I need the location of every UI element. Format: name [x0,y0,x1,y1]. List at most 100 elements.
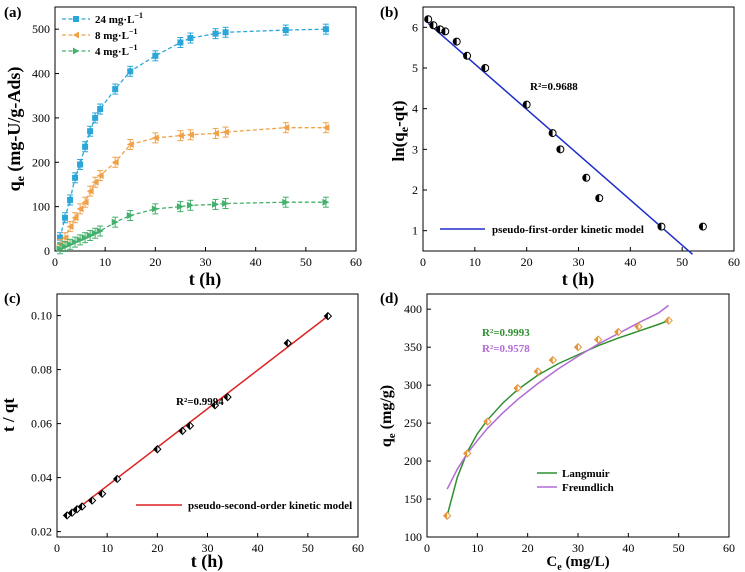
x-tick-label: 50 [302,541,314,555]
data-point-fill [98,490,103,498]
panel-c-x-ticks: 0 10 20 30 40 50 60 [54,533,364,555]
data-point-fill [549,129,553,137]
data-point [222,29,229,36]
fit-curve-0 [446,319,669,516]
triangle-right-marker-icon [73,47,79,55]
panel-a-label: (a) [4,5,22,21]
panel-d-legend-text-freundlich: Freundlich [562,482,614,494]
data-point-fill [523,101,527,109]
panel-a-legend-item-4: 4 mg·L−1 [62,43,137,58]
panel-c-fit-line [66,315,329,518]
data-point [126,212,134,220]
data-point [151,205,159,213]
panel-a-legend-text-24: 24 mg·L−1 [95,11,143,26]
x-tick-label: 50 [676,255,688,269]
data-point-fill [556,145,561,153]
data-point [176,132,184,140]
panel-d: (d) 0 10 20 30 40 50 60 100150200250300350400 … [378,291,735,572]
data-point [91,229,99,237]
x-tick-label: 0 [54,541,60,555]
data-point-fill [324,312,328,320]
data-point-fill [657,223,662,231]
data-point [176,203,184,211]
panel-d-y-label: qe (mg/g) [378,385,398,447]
panel-b-legend-text: pseudo-first-order kinetic model [492,224,644,236]
y-tick-label: 500 [32,22,50,36]
data-point-fill [463,449,468,457]
data-point [66,223,74,231]
panel-d-legend: Langmuir Freundlich [537,468,614,494]
y-tick-label: 200 [32,155,50,169]
y-tick-label: 300 [32,111,50,125]
panel-b-fit-line [427,22,694,255]
panel-a-y-label: qe (mg-U/g-Ads) [4,67,27,192]
data-point-fill [153,445,158,453]
x-tick-label: 0 [52,255,58,269]
data-point [82,143,89,150]
data-point-fill [436,25,441,33]
series-line-2 [59,201,326,250]
data-point-fill [224,393,228,401]
panel-a-frame [54,6,357,252]
y-tick-label: 0.04 [31,471,52,485]
data-point [96,227,104,235]
data-point [71,214,79,222]
data-point-fill [595,194,600,202]
data-point-fill [614,328,619,336]
x-tick-label: 30 [573,255,585,269]
panel-d-legend-text-langmuir: Langmuir [562,468,610,480]
data-point [92,114,99,121]
square-marker-icon [73,16,79,22]
panel-d-label: (d) [380,291,398,307]
data-point-fill [453,38,457,46]
data-point-fill [88,497,93,505]
panel-c-y-label: t / qt [0,398,18,432]
panel-d-r2-freundlich: R²=0.9578 [482,343,530,355]
x-tick-label: 30 [202,541,214,555]
y-tick-label: 250 [404,416,422,430]
panel-a-legend-text-8: 8 mg·L−1 [95,27,137,42]
data-point [186,131,194,139]
panel-b-frame [422,6,735,252]
fit-curve-1 [446,304,670,490]
y-tick-label: 5 [412,61,418,75]
data-point [66,240,74,248]
fit-line [427,22,694,255]
data-point [151,134,159,142]
y-tick-label: 0.06 [31,417,52,431]
data-point-fill [665,317,669,325]
data-point [322,26,329,33]
y-tick-label: 0.10 [31,309,52,323]
panel-a-y-label-sub: e [13,175,27,181]
x-tick-label: 50 [673,541,685,555]
x-tick-label: 0 [424,541,430,555]
data-point-fill [429,21,434,29]
data-point [91,178,99,186]
data-point [212,129,220,137]
y-tick-label: 150 [404,492,422,506]
x-tick-label: 40 [252,541,264,555]
panel-b-y-label: ln(qe-qt) [389,100,411,161]
data-point [322,198,330,206]
data-point [71,238,79,246]
data-point [282,27,289,34]
panel-c-r2-annotation: R²=0.9994 [176,396,224,408]
panel-a-legend-item-24: 24 mg·L−1 [62,11,143,26]
data-point [222,128,230,136]
data-point-fill [582,174,587,182]
x-tick-label: 30 [572,541,584,555]
data-point-fill [424,15,429,23]
triangle-left-marker-icon [73,31,79,39]
panel-d-frame [426,293,730,538]
data-point [282,198,290,206]
y-tick-label: 200 [404,454,422,468]
x-tick-label: 60 [728,255,740,269]
panel-c-points [62,311,333,520]
data-point [97,106,104,113]
data-point-fill [63,511,68,519]
y-tick-label: 2 [412,183,418,197]
data-point [81,234,89,242]
y-tick-label: 100 [32,200,50,214]
y-tick-label: 0.08 [31,363,52,377]
x-tick-label: 40 [250,255,262,269]
